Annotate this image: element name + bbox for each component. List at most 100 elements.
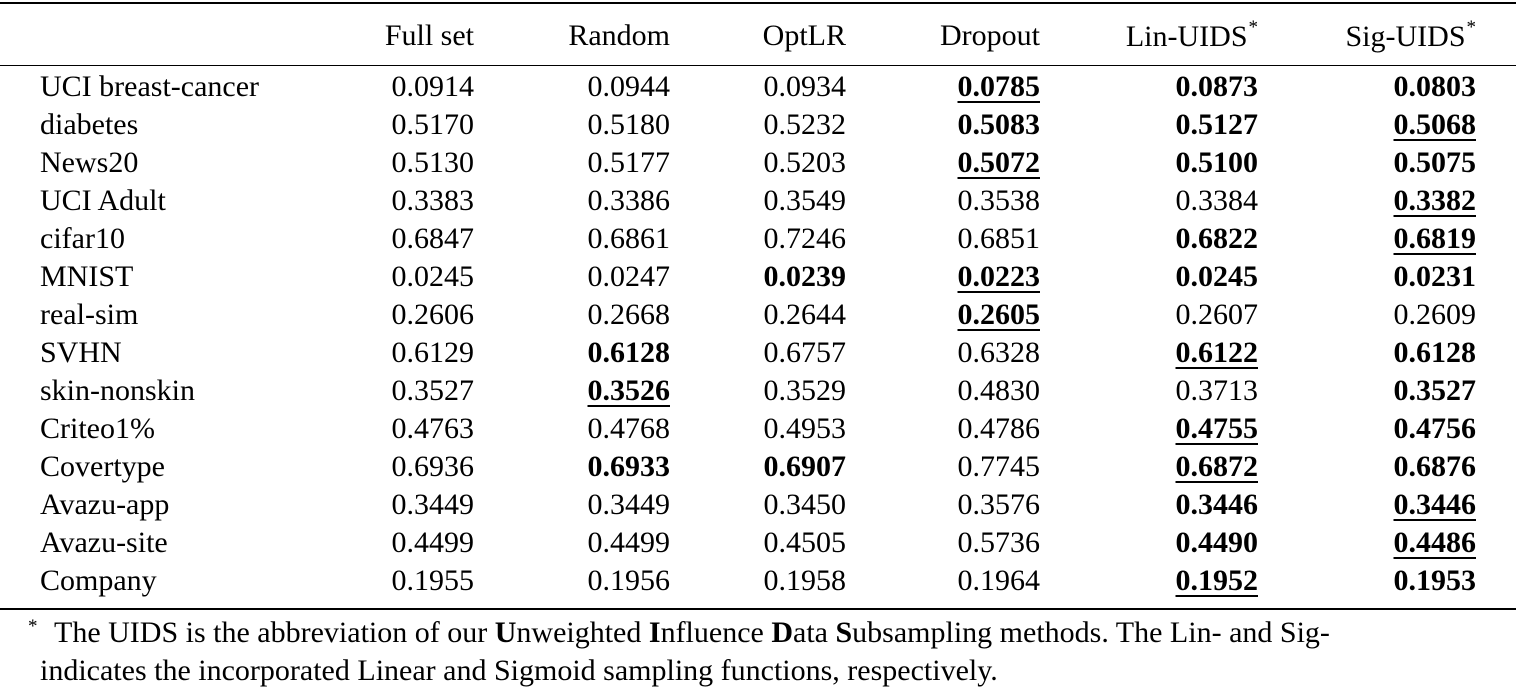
footnote-mark: *	[28, 616, 38, 637]
value-text: 0.6851	[957, 222, 1041, 255]
table-row: SVHN 0.6129 0.6128 0.6757 0.6328 0.6122 0.6128	[0, 334, 1476, 372]
value-text: 0.6933	[587, 450, 671, 483]
value-text: 0.1956	[587, 564, 671, 597]
header-label: Lin-UIDS	[1125, 20, 1248, 53]
header-cell: OptLR	[670, 6, 846, 65]
value-cell: 0.3446	[1258, 486, 1477, 524]
value-cell: 0.6819	[1258, 220, 1477, 258]
dataset-name: skin-nonskin	[40, 374, 196, 407]
value-text: 0.5232	[763, 108, 847, 141]
header-cell-dataset	[0, 6, 356, 65]
value-text: 0.1958	[763, 564, 847, 597]
header-label: Random	[568, 18, 670, 52]
header-cell: Lin-UIDS*	[1040, 6, 1258, 65]
value-text: 0.3446	[1175, 488, 1259, 521]
value-cell: 0.5170	[356, 106, 475, 144]
dataset-name: UCI breast-cancer	[40, 70, 260, 103]
footnote-segment: nfluence	[660, 616, 772, 649]
dataset-name: MNIST	[40, 260, 134, 293]
value-cell: 0.2609	[1258, 296, 1477, 334]
dataset-name: real-sim	[40, 298, 139, 331]
value-text: 0.0873	[1175, 70, 1259, 103]
table-row: real-sim 0.2606 0.2668 0.2644 0.2605 0.2607 0.…	[0, 296, 1476, 334]
table-row: Avazu-site 0.4499 0.4499 0.4505 0.5736 0.4490…	[0, 524, 1476, 562]
value-text: 0.6847	[391, 222, 475, 255]
table-row: diabetes 0.5170 0.5180 0.5232 0.5083 0.5127 0.…	[0, 106, 1476, 144]
value-text: 0.1955	[391, 564, 475, 597]
value-cell: 0.0803	[1258, 65, 1477, 106]
value-cell: 0.1964	[846, 562, 1041, 600]
value-text: 0.2609	[1393, 298, 1477, 331]
table-body: UCI breast-cancer 0.0914 0.0944 0.0934 0.078…	[0, 65, 1476, 600]
table-row: Covertype 0.6936 0.6933 0.6907 0.7745 0.6872 0…	[0, 448, 1476, 486]
value-cell: 0.4490	[1040, 524, 1259, 562]
value-text: 0.3527	[1393, 374, 1477, 407]
value-text: 0.7246	[763, 222, 847, 255]
value-cell: 0.1953	[1258, 562, 1477, 600]
value-cell: 0.5177	[474, 144, 671, 182]
value-cell: 0.5068	[1258, 106, 1477, 144]
value-cell: 0.6936	[356, 448, 475, 486]
value-cell: 0.3446	[1040, 486, 1259, 524]
value-cell: 0.0944	[474, 65, 671, 106]
value-text: 0.4786	[957, 412, 1041, 445]
value-text: 0.6122	[1175, 336, 1259, 369]
value-cell: 0.5130	[356, 144, 475, 182]
value-text: 0.0914	[391, 70, 475, 103]
value-cell: 0.1952	[1040, 562, 1259, 600]
value-text: 0.5075	[1393, 146, 1477, 179]
footnote-segment: I	[648, 616, 661, 649]
value-cell: 0.6876	[1258, 448, 1477, 486]
value-cell: 0.6933	[474, 448, 671, 486]
value-text: 0.6128	[587, 336, 671, 369]
value-text: 0.3529	[763, 374, 847, 407]
value-cell: 0.0223	[846, 258, 1041, 296]
results-table: Full set Random OptLR Dropout Lin-UIDS* Sig-U…	[0, 6, 1476, 600]
value-text: 0.4830	[957, 374, 1041, 407]
dataset-name: News20	[40, 146, 139, 179]
value-cell: 0.5072	[846, 144, 1041, 182]
value-cell: 0.3382	[1258, 182, 1477, 220]
value-cell: 0.4755	[1040, 410, 1259, 448]
value-text: 0.5180	[587, 108, 671, 141]
value-text: 0.4505	[763, 526, 847, 559]
value-text: 0.3384	[1175, 184, 1259, 217]
value-text: 0.5068	[1393, 108, 1477, 141]
value-cell: 0.6861	[474, 220, 671, 258]
value-cell: 0.0873	[1040, 65, 1259, 106]
value-text: 0.6876	[1393, 450, 1477, 483]
value-cell: 0.3526	[474, 372, 671, 410]
value-text: 0.3549	[763, 184, 847, 217]
value-cell: 0.0245	[356, 258, 475, 296]
value-cell: 0.0247	[474, 258, 671, 296]
value-cell: 0.3527	[1258, 372, 1477, 410]
value-cell: 0.0914	[356, 65, 475, 106]
footnote-segment: nweighted	[516, 616, 649, 649]
footnote-segment: U	[494, 616, 517, 649]
value-text: 0.6128	[1393, 336, 1477, 369]
value-cell: 0.6128	[1258, 334, 1477, 372]
value-text: 0.3713	[1175, 374, 1259, 407]
value-text: 0.6129	[391, 336, 475, 369]
value-cell: 0.5180	[474, 106, 671, 144]
value-text: 0.7745	[957, 450, 1041, 483]
value-text: 0.6861	[587, 222, 671, 255]
footnote-segment: D	[771, 616, 794, 649]
table-row: cifar10 0.6847 0.6861 0.7246 0.6851 0.6822 0.6…	[0, 220, 1476, 258]
value-text: 0.3527	[391, 374, 475, 407]
header-cell: Full set	[356, 6, 474, 65]
value-cell: 0.0785	[846, 65, 1041, 106]
value-text: 0.0944	[587, 70, 671, 103]
header-footnote-mark: *	[1248, 17, 1259, 38]
value-text: 0.0934	[763, 70, 847, 103]
value-cell: 0.2644	[670, 296, 847, 334]
value-text: 0.0245	[391, 260, 475, 293]
value-text: 0.3526	[587, 374, 671, 407]
value-text: 0.4953	[763, 412, 847, 445]
value-text: 0.4499	[391, 526, 475, 559]
value-text: 0.6328	[957, 336, 1041, 369]
value-cell: 0.4830	[846, 372, 1041, 410]
value-cell: 0.6757	[670, 334, 847, 372]
value-text: 0.6757	[763, 336, 847, 369]
dataset-name: UCI Adult	[40, 184, 166, 217]
